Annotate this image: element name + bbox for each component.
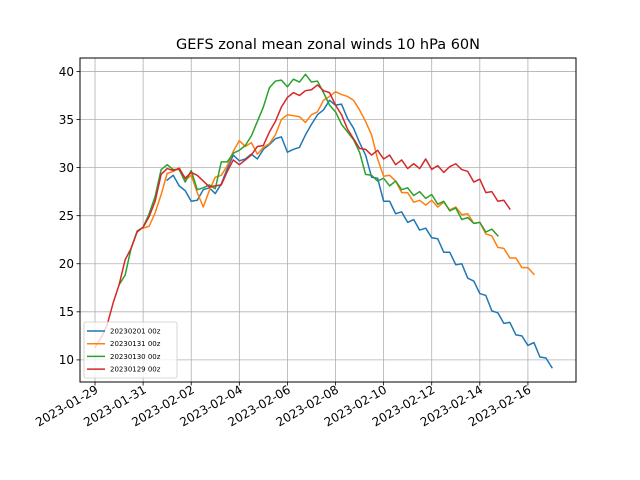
series-line-3 (118, 73, 499, 286)
legend-box (83, 321, 178, 379)
series-line-2 (142, 90, 535, 276)
chart-title: GEFS zonal mean zonal winds 10 hPa 60N (176, 37, 480, 53)
y-tick-label: 25 (59, 209, 74, 223)
plot-frame (79, 57, 577, 383)
y-tick-label: 40 (59, 65, 74, 79)
y-axis: 10 15 20 25 30 35 40 (59, 65, 80, 367)
legend: 20230201 00z 20230131 00z 20230130 00z 2023… (83, 321, 178, 379)
y-tick-label: 35 (59, 113, 74, 127)
y-tick-label: 20 (59, 257, 74, 271)
y-tick-label: 15 (59, 305, 74, 319)
legend-label-3: 20230130 00z (110, 353, 161, 361)
series-line-4 (93, 84, 511, 349)
legend-label-2: 20230131 00z (110, 340, 161, 348)
series-line-1 (166, 99, 553, 369)
legend-label-4: 20230129 00z (110, 366, 161, 374)
grid (80, 58, 576, 382)
y-tick-label: 10 (59, 353, 74, 367)
legend-label-1: 20230201 00z (110, 328, 161, 336)
series-layer (93, 73, 553, 369)
y-tick-label: 30 (59, 161, 74, 175)
